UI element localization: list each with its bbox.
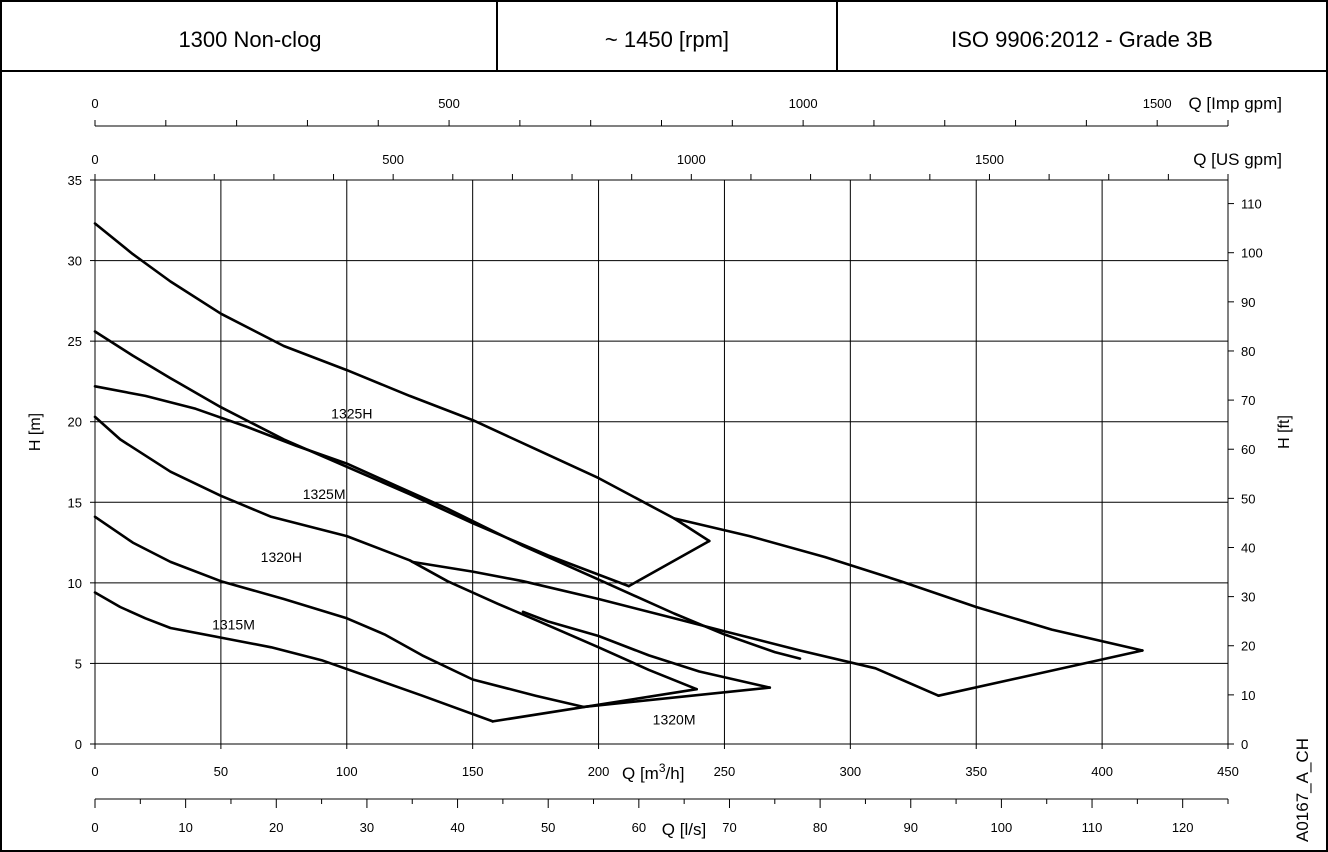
- tick-label-q-ls: 120: [1172, 820, 1194, 835]
- tick-label-q-m3h: 50: [214, 764, 228, 779]
- curve-label: 1325H: [331, 405, 372, 421]
- tick-label-q-m3h: 350: [965, 764, 987, 779]
- curve-label: 1315M: [212, 617, 255, 633]
- tick-label-q-m3h: 200: [588, 764, 610, 779]
- tick-label-q-ls: 50: [541, 820, 555, 835]
- tick-label-q-ls: 110: [1082, 820, 1103, 835]
- tick-label-q-m3h: 450: [1217, 764, 1239, 779]
- q-m3h-axis: 0 50 100 150 200 250 300 350 400 450 Q [m3/h]: [91, 744, 1239, 783]
- tick-label-h-ft: 10: [1241, 688, 1255, 703]
- curve-1320H-lower: [521, 610, 772, 689]
- tick-label-h-m: 30: [68, 254, 82, 269]
- tick-label-h-ft: 40: [1241, 540, 1255, 555]
- plot-frame: [94, 179, 1229, 745]
- tick-label-q-ls: 90: [904, 820, 918, 835]
- q-ls-axis: 0 10 20 30 40 50 60 70 80 90 100 110 120 Q [l/s]: [91, 798, 1229, 839]
- curve-1325H-lower: [672, 517, 1144, 652]
- curve-1320M-lower: [93, 385, 802, 660]
- tick-label-q-m3h: 300: [839, 764, 861, 779]
- tick-label-q-ls: 0: [91, 820, 98, 835]
- tick-label-h-m: 25: [68, 334, 82, 349]
- tick-label-q-ls: 60: [632, 820, 646, 835]
- tick-label-us-gpm: 0: [91, 152, 98, 167]
- axis-title-q-ls: Q [l/s]: [662, 820, 706, 839]
- tick-label-h-ft: 30: [1241, 590, 1255, 605]
- tick-label-q-m3h: 250: [714, 764, 736, 779]
- curve-1320M-upper: [410, 560, 940, 697]
- tick-label-us-gpm: 500: [382, 152, 404, 167]
- imp-gpm-axis: 0 500 1000 1500 Q [Imp gpm]: [91, 94, 1282, 127]
- tick-label-q-m3h: 100: [336, 764, 358, 779]
- curve-1320M-closing: [937, 649, 1144, 697]
- tick-label-imp-gpm: 1000: [789, 96, 818, 111]
- us-gpm-axis: 0 500 1000 1500 Q [US gpm]: [91, 150, 1282, 181]
- tick-label-h-ft: 0: [1241, 737, 1248, 752]
- tick-label-h-m: 20: [68, 415, 82, 430]
- tick-label-q-m3h: 400: [1091, 764, 1113, 779]
- curve-1320H-upper: [93, 415, 698, 691]
- tick-label-us-gpm: 1500: [975, 152, 1004, 167]
- tick-label-h-ft: 110: [1241, 197, 1262, 212]
- tick-label-h-ft: 70: [1241, 393, 1255, 408]
- tick-label-h-m: 10: [68, 576, 82, 591]
- curve-1325M-upper: [93, 330, 631, 588]
- curves: [93, 222, 1144, 723]
- tick-label-q-ls: 30: [360, 820, 374, 835]
- drawing-id: A0167_A_CH: [1293, 738, 1312, 842]
- tick-label-imp-gpm: 1500: [1143, 96, 1172, 111]
- header-standard: ISO 9906:2012 - Grade 3B: [951, 27, 1213, 52]
- curve-label: 1320H: [261, 549, 302, 565]
- tick-label-q-ls: 40: [450, 820, 464, 835]
- header-model: 1300 Non-clog: [178, 27, 321, 52]
- tick-label-q-m3h: 0: [91, 764, 98, 779]
- h-m-axis: 0 5 10 15 20 25 30 35 H [m]: [27, 173, 95, 752]
- curve-1315M-lower: [93, 515, 585, 709]
- tick-label-q-ls: 10: [178, 820, 192, 835]
- grid: [94, 179, 1229, 745]
- tick-label-q-m3h: 150: [462, 764, 484, 779]
- tick-label-q-ls: 80: [813, 820, 827, 835]
- axis-title-h-ft: H [ft]: [1276, 415, 1293, 449]
- axis-title-q-m3h: Q [m3/h]: [622, 761, 684, 783]
- tick-label-h-ft: 50: [1241, 491, 1255, 506]
- curve-1325M-closing: [627, 539, 711, 588]
- tick-label-h-ft: 60: [1241, 442, 1255, 457]
- tick-label-h-ft: 90: [1241, 295, 1255, 310]
- axis-title-us-gpm: Q [US gpm]: [1193, 150, 1282, 169]
- tick-label-h-ft: 20: [1241, 639, 1255, 654]
- curve-1325H-upper: [93, 222, 711, 543]
- tick-label-h-m: 0: [75, 737, 82, 752]
- tick-label-us-gpm: 1000: [677, 152, 706, 167]
- tick-label-h-ft: 80: [1241, 344, 1255, 359]
- header-speed: ~ 1450 [rpm]: [605, 27, 729, 52]
- tick-label-h-m: 35: [68, 173, 82, 188]
- tick-label-q-ls: 100: [991, 820, 1013, 835]
- tick-label-h-m: 5: [75, 656, 82, 671]
- axis-title-h-m: H [m]: [27, 413, 44, 451]
- tick-label-h-ft: 100: [1241, 246, 1263, 261]
- curve-1315M-upper: [93, 591, 495, 723]
- tick-label-q-ls: 20: [269, 820, 283, 835]
- curve-label: 1320M: [653, 712, 696, 728]
- curve-1320H-closing: [582, 686, 772, 709]
- curve-label: 1325M: [303, 486, 346, 502]
- tick-label-imp-gpm: 500: [438, 96, 460, 111]
- tick-label-q-ls: 70: [722, 820, 736, 835]
- h-ft-axis: 0 10 20 30 40 50 60 70 80 90 100 110 H [ft]: [1228, 197, 1293, 752]
- curve-labels: 1325H 1325M 1320H 1315M 1320M: [212, 405, 695, 727]
- axis-title-imp-gpm: Q [Imp gpm]: [1188, 94, 1282, 113]
- tick-label-imp-gpm: 0: [91, 96, 98, 111]
- tick-label-h-m: 15: [68, 495, 82, 510]
